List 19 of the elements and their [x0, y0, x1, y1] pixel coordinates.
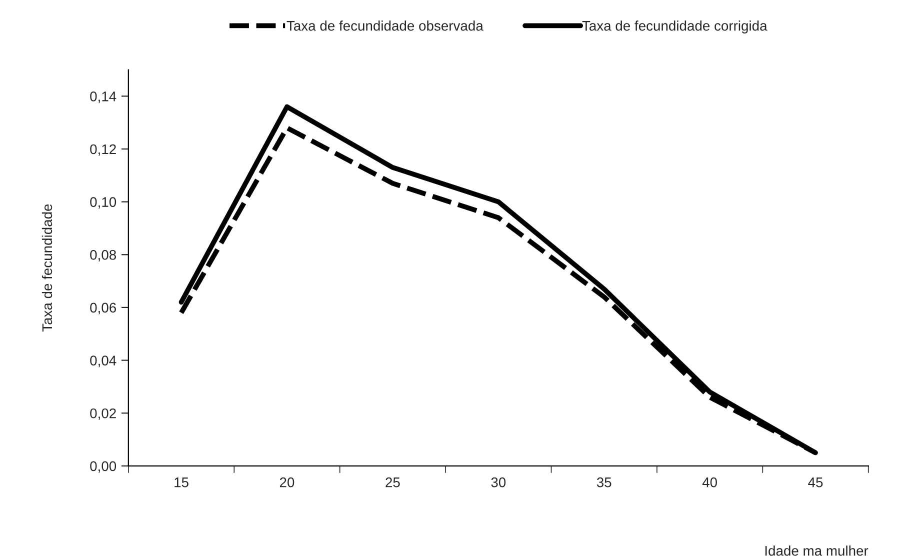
x-tick-label: 15 [174, 478, 188, 488]
y-tick-label: 0,14 [90, 91, 116, 103]
legend-label: Taxa de fecundidade corrigida [582, 20, 768, 34]
y-tick-label: 0,08 [90, 250, 116, 262]
x-tick-label: 30 [491, 477, 506, 488]
x-tick-label: 45 [808, 478, 823, 488]
x-tick-label: 25 [386, 477, 400, 488]
y-tick-label: 0,00 [90, 461, 116, 473]
y-tick-label: 0,06 [90, 302, 116, 314]
y-axis-title: Taxa de fecundidade [42, 204, 52, 332]
legend-label: Taxa de fecundidade observada [286, 20, 484, 31]
y-tick-label: 0,04 [90, 356, 116, 368]
x-tick-label: 20 [280, 477, 294, 488]
y-tick-label: 0,10 [90, 197, 116, 209]
x-tick-label: 35 [596, 477, 612, 488]
x-axis-title: Idade ma mulher [765, 546, 868, 556]
y-tick-label: 0,02 [90, 408, 116, 420]
x-tick-label: 40 [702, 477, 717, 488]
y-tick-label: 0,12 [90, 144, 116, 156]
